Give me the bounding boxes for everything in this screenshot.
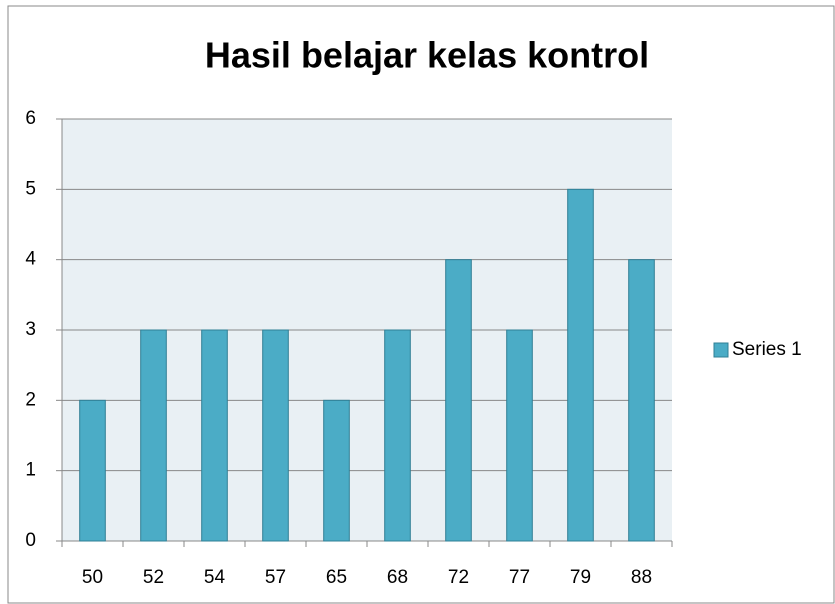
bar [140, 329, 167, 542]
bar [567, 188, 594, 542]
y-tick-label: 1 [25, 460, 36, 481]
x-tick-label: 52 [143, 567, 164, 588]
y-tick-label: 6 [25, 108, 36, 129]
bar [201, 329, 228, 542]
bar [445, 259, 472, 542]
y-tick-label: 3 [25, 319, 36, 340]
y-tick-label: 2 [25, 389, 36, 410]
x-tick-label: 77 [509, 567, 530, 588]
bar [506, 329, 533, 542]
chart-title: Hasil belajar kelas kontrol [205, 35, 649, 76]
y-tick-label: 5 [25, 178, 36, 199]
x-tick-label: 54 [204, 567, 226, 588]
x-tick-label: 68 [387, 567, 408, 588]
x-tick-label: 72 [448, 567, 469, 588]
y-tick-label: 0 [25, 530, 36, 551]
x-tick-label: 57 [265, 567, 286, 588]
x-tick-label: 50 [82, 567, 103, 588]
y-tick-label: 4 [25, 249, 36, 270]
x-tick-label: 79 [570, 567, 591, 588]
legend-swatch [713, 342, 729, 358]
x-tick-label: 88 [631, 567, 652, 588]
bar [384, 329, 411, 542]
legend-label: Series 1 [732, 339, 802, 360]
bar [262, 329, 289, 542]
x-tick-label: 65 [326, 567, 347, 588]
bar [79, 399, 106, 542]
bar [628, 259, 655, 542]
bar [323, 399, 350, 542]
